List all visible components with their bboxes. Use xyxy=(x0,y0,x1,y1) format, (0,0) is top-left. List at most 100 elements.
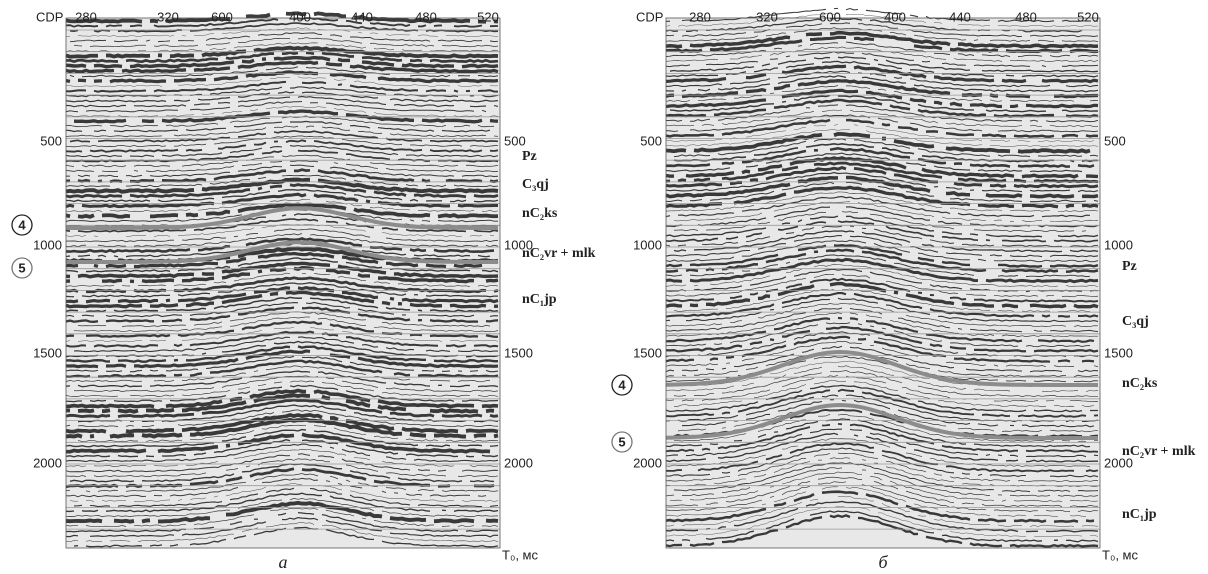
seismic-trace xyxy=(65,135,499,148)
seismic-trace xyxy=(65,443,499,463)
cdp-tick-label: 520 xyxy=(477,9,499,24)
seismic-trace xyxy=(665,175,1099,199)
seismic-trace xyxy=(665,307,1099,333)
seismic-trace xyxy=(65,326,499,342)
horizon-curve xyxy=(665,349,1098,387)
seismic-trace xyxy=(65,55,499,69)
seismic-trace xyxy=(665,447,1099,478)
horizon-label: nC₁jp xyxy=(1122,507,1157,522)
seismic-trace xyxy=(665,51,1099,68)
seismic-trace xyxy=(665,124,1095,142)
time-tick-label-left: 1000 xyxy=(33,237,62,252)
seismic-trace xyxy=(665,257,1099,284)
seismic-panel xyxy=(665,7,1100,549)
seismic-trace xyxy=(665,274,1099,298)
seismic-trace xyxy=(665,166,1099,189)
seismic-trace xyxy=(665,481,1099,513)
seismic-trace xyxy=(65,60,499,74)
seismic-trace xyxy=(65,306,499,323)
seismic-trace xyxy=(665,428,1099,458)
time-tick-label-left: 500 xyxy=(40,133,62,148)
cdp-label: CDP xyxy=(36,9,63,24)
seismic-trace xyxy=(65,237,495,254)
seismic-trace xyxy=(665,510,1099,543)
seismic-trace xyxy=(66,189,499,203)
time-tick-label-left: 2000 xyxy=(633,455,662,470)
seismic-trace xyxy=(65,265,499,284)
seismic-trace xyxy=(65,492,499,513)
seismic-trace xyxy=(665,312,1098,338)
seismic-trace xyxy=(65,290,499,309)
seismic-trace xyxy=(665,302,1099,328)
seismic-trace xyxy=(69,32,499,43)
seismic-trace xyxy=(666,206,1099,228)
seismic-trace xyxy=(665,60,1099,78)
seismic-trace xyxy=(65,106,499,117)
seismic-trace xyxy=(73,375,499,393)
cdp-tick-label: 600 xyxy=(211,9,233,24)
seismic-panel xyxy=(65,11,500,549)
seismic-trace xyxy=(665,297,1099,323)
time-tick-label-right: 500 xyxy=(504,133,526,148)
marker-circle xyxy=(11,257,33,279)
section-background xyxy=(666,18,1100,548)
cdp-tick-label: 320 xyxy=(756,9,778,24)
seismic-trace xyxy=(665,225,1099,248)
horizon-curve xyxy=(66,206,498,230)
cdp-tick-label: 400 xyxy=(884,9,906,24)
seismic-trace xyxy=(665,129,1099,148)
time-tick-label-left: 1500 xyxy=(633,345,662,360)
seismic-trace xyxy=(65,160,499,173)
seismic-trace xyxy=(665,7,1099,23)
seismic-trace xyxy=(65,154,499,168)
seismic-trace xyxy=(665,388,1099,418)
seismic-trace xyxy=(665,335,1095,363)
seismic-trace xyxy=(69,129,499,143)
horizon-label: C₃qj xyxy=(1122,314,1149,329)
seismic-trace xyxy=(665,191,1099,212)
cdp-tick-label: 480 xyxy=(1015,9,1037,24)
seismic-trace xyxy=(65,149,499,163)
time-tick-label-left: 1500 xyxy=(33,345,62,360)
seismic-trace xyxy=(665,13,1099,27)
seismic-trace xyxy=(65,345,498,363)
seismic-trace xyxy=(665,341,1099,368)
marker-label: 5 xyxy=(18,260,25,275)
marker-circle xyxy=(611,374,633,396)
seismic-trace xyxy=(65,453,499,473)
horizon-label: Pz xyxy=(1122,259,1137,274)
seismic-trace xyxy=(65,330,499,348)
seismic-trace xyxy=(65,11,499,24)
seismic-trace xyxy=(73,336,498,353)
seismic-trace xyxy=(665,146,1095,169)
time-tick-label-right: 2000 xyxy=(504,455,533,470)
cdp-tick-label: 320 xyxy=(157,9,179,24)
seismic-trace xyxy=(665,384,1098,413)
seismic-trace xyxy=(674,380,1095,408)
seismic-trace xyxy=(665,316,1095,343)
seismic-trace xyxy=(665,292,1099,318)
seismic-trace xyxy=(665,171,1099,193)
seismic-trace xyxy=(665,490,1095,524)
seismic-trace xyxy=(73,316,499,333)
cdp-tick-label: 440 xyxy=(949,9,971,24)
seismic-trace xyxy=(65,42,499,52)
seismic-trace xyxy=(665,118,1099,138)
seismic-trace xyxy=(665,46,1099,63)
marker-circle xyxy=(611,431,633,453)
panel-caption: б xyxy=(878,552,888,572)
seismic-trace xyxy=(665,263,1099,287)
seismic-trace xyxy=(69,483,499,502)
seismic-trace xyxy=(665,98,1099,118)
seismic-trace xyxy=(65,393,495,414)
seismic-trace xyxy=(65,355,499,373)
seismic-trace xyxy=(65,413,499,434)
seismic-trace xyxy=(65,522,499,543)
seismic-trace xyxy=(65,398,499,419)
seismic-trace xyxy=(65,500,499,524)
marker-label: 5 xyxy=(618,434,625,449)
seismic-trace xyxy=(669,471,1099,503)
cdp-tick-label: 480 xyxy=(415,9,437,24)
seismic-trace xyxy=(65,192,498,209)
